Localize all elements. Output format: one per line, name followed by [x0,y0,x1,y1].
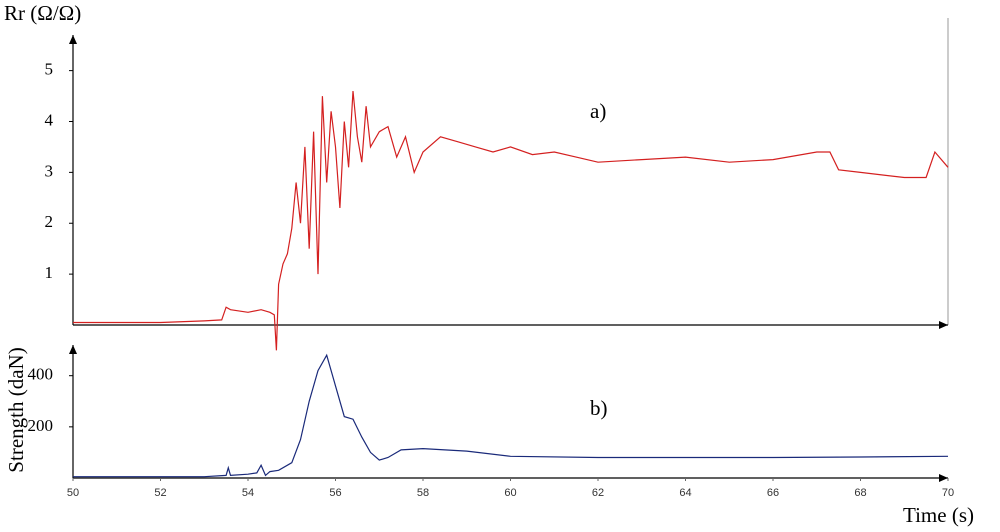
y-tick-label: 200 [28,416,54,435]
y-axis-arrow [69,345,77,354]
x-tick-label: 70 [942,487,954,499]
data-line [73,90,949,351]
y-tick-label: 5 [45,60,54,79]
x-tick-label: 60 [504,487,516,499]
y-axis-title: Rr (Ω/Ω) [4,1,81,25]
y-tick-label: 3 [45,161,54,180]
y-axis-arrow [69,35,77,44]
x-tick-label: 64 [679,487,691,499]
y-tick-label: 1 [45,263,54,282]
x-tick-label: 52 [154,487,166,499]
x-tick-label: 62 [592,487,604,499]
y-axis-title: Strength (daN) [4,347,28,472]
y-tick-label: 2 [45,212,54,231]
x-axis-arrow [939,474,948,482]
y-tick-label: 4 [45,110,54,129]
annotation: a) [590,99,606,123]
x-axis-arrow [939,321,948,329]
x-axis-title: Time (s) [903,503,974,527]
x-tick-label: 50 [67,487,79,499]
x-tick-label: 68 [854,487,866,499]
data-line [73,353,949,478]
x-tick-label: 54 [242,487,254,499]
annotation: b) [590,396,608,420]
y-tick-label: 400 [28,365,54,384]
x-tick-label: 58 [417,487,429,499]
x-tick-label: 56 [329,487,341,499]
x-tick-label: 66 [767,487,779,499]
